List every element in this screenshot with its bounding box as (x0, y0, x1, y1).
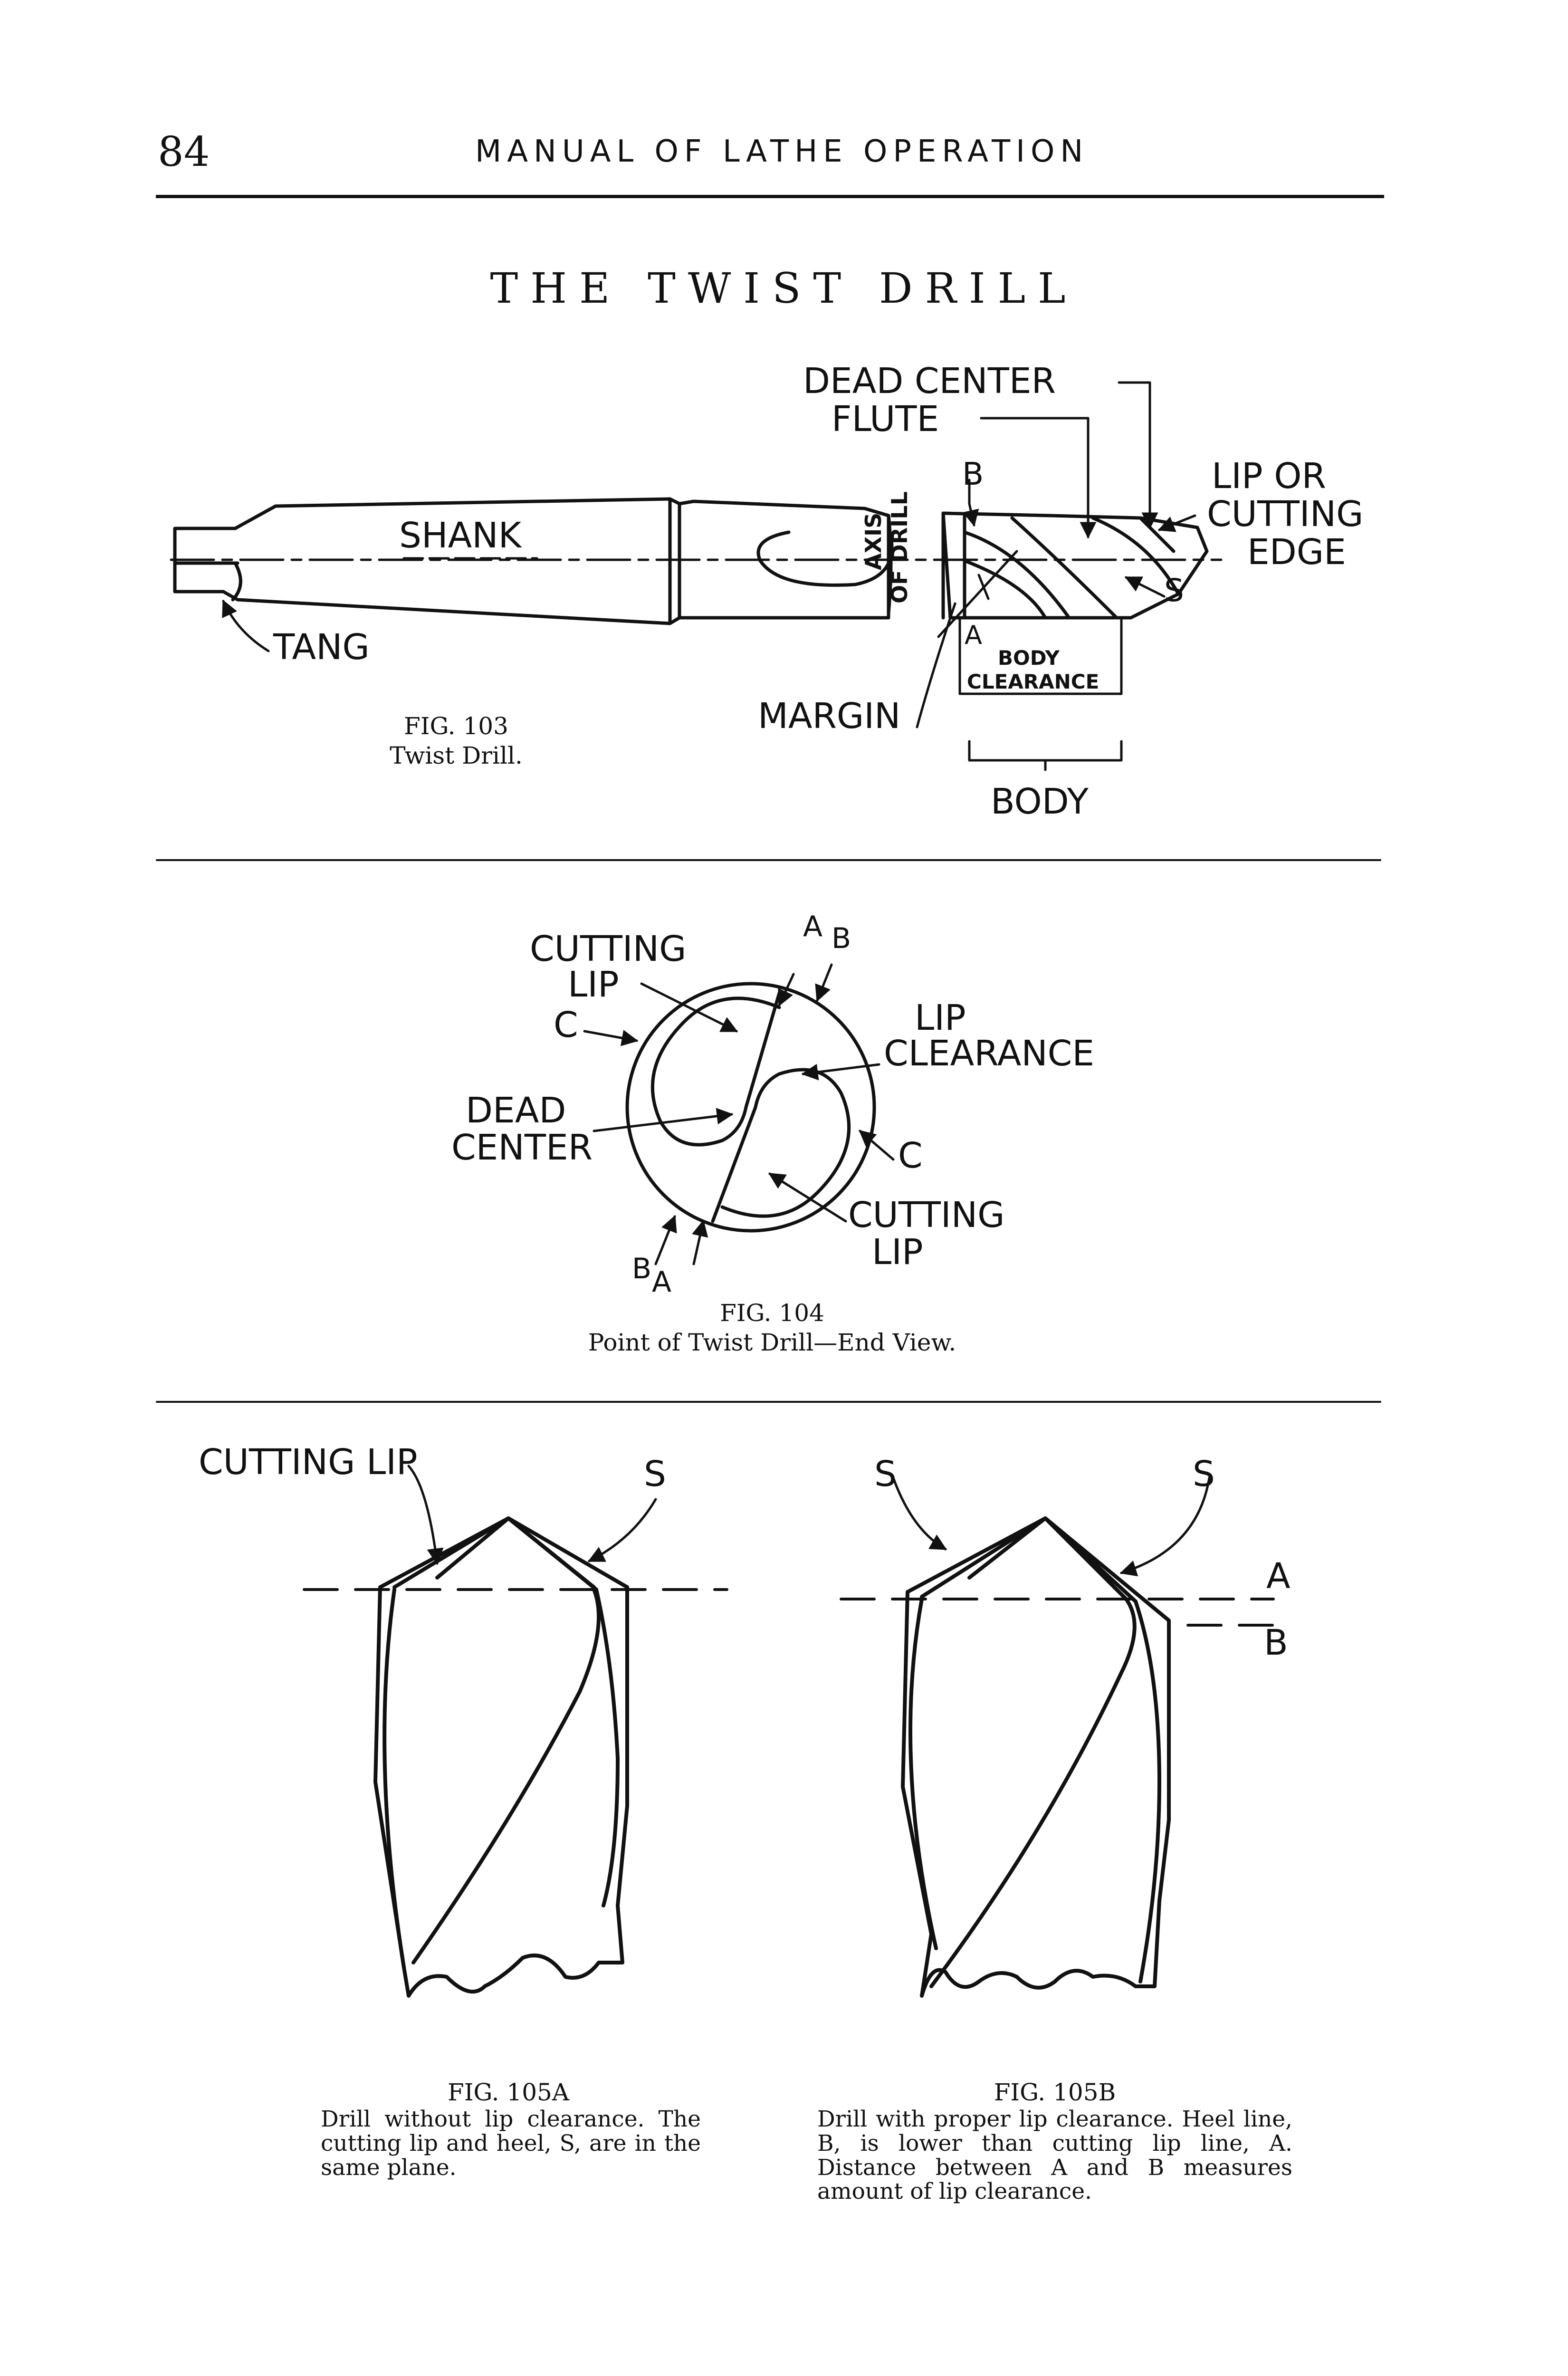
fig104-label-a-top: A (803, 910, 823, 943)
fig103-label-of-drill: OF DRILL (887, 491, 912, 604)
fig103-label-shank: SHANK (399, 515, 522, 556)
fig104-label-cutting-lip-top-2: LIP (568, 964, 619, 1005)
fig103-caption-text: Twist Drill. (390, 742, 523, 769)
running-title: MANUAL OF LATHE OPERATION (475, 134, 1089, 169)
fig103-flute-start (756, 526, 894, 587)
fig105a-label-s: S (644, 1454, 666, 1495)
fig103-label-cutting: CUTTING (1207, 494, 1364, 535)
fig104-label-b-bottom: B (632, 1252, 652, 1285)
fig103-body (941, 511, 1209, 620)
fig105b-label-s-right: S (1193, 1454, 1215, 1495)
fig105a-label-cutting-lip: CUTTING LIP (199, 1442, 418, 1483)
fig104-label-b-top: B (832, 922, 851, 955)
fig104-label-lip-clearance-1: LIP (915, 997, 966, 1038)
fig104-label-cutting-lip-bottom-2: LIP (872, 1232, 923, 1273)
fig104-drawing (583, 963, 895, 1265)
fig104-label-dead-2: CENTER (451, 1127, 593, 1168)
fig105b-outline (901, 1516, 1171, 1998)
fig105a-caption-number: FIG. 105A (448, 2079, 569, 2106)
fig105a-caption-text: Drill without lip clearance. The cutting… (321, 2106, 701, 2181)
fig103-label-margin: MARGIN (758, 696, 901, 737)
fig103-label-clearance: CLEARANCE (967, 670, 1100, 693)
fig105a-drawing (303, 1465, 728, 1998)
fig103-label-flute: FLUTE (832, 399, 939, 440)
fig105b-drawing (840, 1476, 1275, 1998)
fig103-label-lip-or: LIP OR (1212, 456, 1326, 497)
fig105a-outline (373, 1516, 629, 1998)
fig105b-caption-text: Drill with proper lip clearance. Heel li… (817, 2106, 1292, 2205)
fig104-outline (625, 982, 876, 1233)
fig104-label-cutting-lip-top-1: CUTTING (530, 929, 687, 969)
fig103-label-dead-center: DEAD CENTER (803, 361, 1056, 402)
fig103-label-body: BODY (998, 646, 1060, 670)
fig104-label-cutting-lip-bottom-1: CUTTING (848, 1195, 1005, 1236)
page-number: 84 (158, 128, 210, 176)
header-rule (156, 195, 1384, 198)
fig104-caption-number: FIG. 104 (720, 1299, 824, 1327)
fig105b-label-b: B (1264, 1622, 1288, 1663)
fig104-label-c-left: C (554, 1005, 578, 1045)
fig103-label-edge: EDGE (1247, 532, 1346, 573)
section-title: THE TWIST DRILL (490, 264, 1078, 313)
fig104-label-dead-1: DEAD (466, 1090, 566, 1131)
fig104-label-c-right: C (898, 1135, 923, 1176)
fig105b-label-s-left: S (874, 1454, 897, 1495)
fig103-label-tang: TANG (273, 627, 370, 668)
fig103-caption-number: FIG. 103 (404, 712, 508, 740)
fig103-drawing (170, 381, 1223, 771)
fig103-shank (678, 499, 890, 620)
fig105b-label-a: A (1266, 1556, 1291, 1597)
fig103-label-s: S (1164, 572, 1184, 609)
fig103-label-b: B (962, 456, 984, 492)
fig105b-caption-number: FIG. 105B (994, 2079, 1116, 2106)
fig104-caption-text: Point of Twist Drill—End View. (588, 1329, 956, 1356)
fig104-label-lip-clearance-2: CLEARANCE (884, 1033, 1095, 1074)
fig104-label-a-bottom: A (652, 1265, 672, 1299)
fig103-label-body-bracket: BODY (991, 781, 1089, 822)
fig103-label-a: A (965, 620, 982, 650)
fig103-label-axis: AXIS (860, 512, 886, 570)
